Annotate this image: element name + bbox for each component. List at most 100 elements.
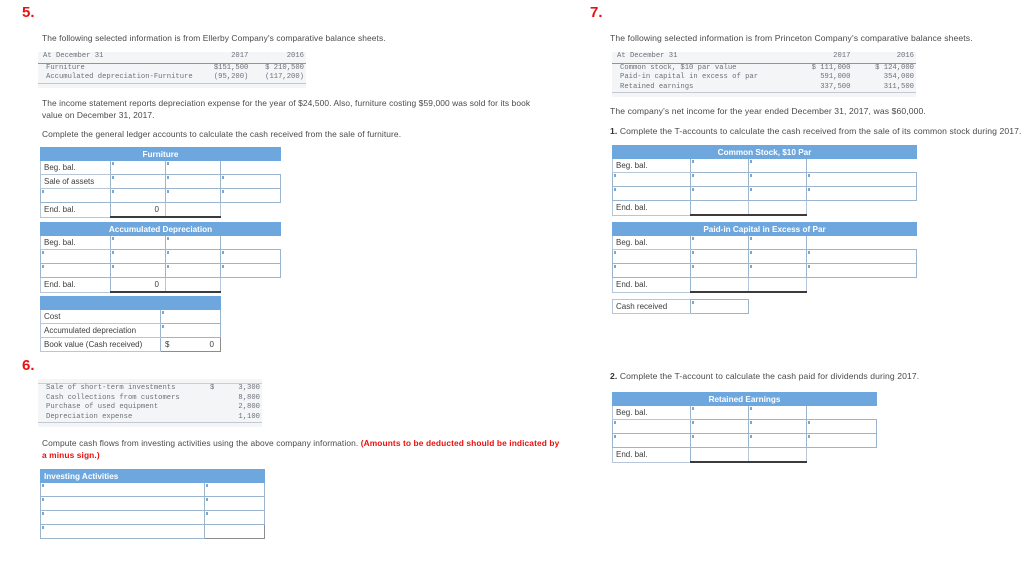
summary-row[interactable]: Cost (40, 309, 281, 324)
debit-input[interactable] (110, 160, 166, 175)
ledger-row[interactable] (40, 249, 282, 264)
row-label-input[interactable] (40, 249, 111, 264)
ledger-row[interactable]: Beg. bal. (612, 235, 917, 250)
ledger-paid-in-capital[interactable]: Paid-in Capital in Excess of Par Beg. ba… (611, 222, 918, 314)
row-label-input[interactable] (40, 188, 111, 203)
end-balance-label: End. bal. (40, 202, 111, 218)
activity-label-input[interactable] (40, 496, 205, 511)
credit-input[interactable] (748, 433, 807, 448)
note-input[interactable] (220, 188, 281, 203)
investing-activities-schedule[interactable]: Investing Activities (39, 469, 266, 539)
credit-input[interactable] (748, 405, 807, 420)
credit-input[interactable] (748, 249, 807, 264)
row-label-input[interactable] (612, 433, 691, 448)
activity-label-input[interactable] (40, 482, 205, 497)
row-label-input[interactable] (612, 263, 691, 278)
ledger-row[interactable]: Beg. bal. (40, 235, 281, 250)
note-input[interactable] (220, 174, 281, 189)
credit-input[interactable] (748, 263, 807, 278)
excerpt-row-value: 1,100 (216, 412, 262, 423)
total-label-input[interactable] (40, 524, 205, 539)
excerpt-top-rule (38, 379, 262, 384)
debit-input[interactable] (690, 419, 749, 434)
ledger-furniture[interactable]: Furniture Beg. bal. Sale of assets (40, 147, 281, 224)
ledger-row[interactable] (612, 172, 918, 187)
ledger-row[interactable] (612, 433, 878, 448)
summary-title-amount (160, 296, 221, 310)
credit-input[interactable] (165, 160, 221, 175)
credit-input[interactable] (748, 235, 807, 250)
schedule-row[interactable] (40, 496, 266, 511)
cash-received-input[interactable] (690, 299, 749, 314)
ledger-common-stock[interactable]: Common Stock, $10 Par Beg. bal. (611, 145, 918, 222)
ledger-row[interactable]: Beg. bal. (40, 160, 281, 175)
ledger-accumulated-depreciation[interactable]: Accumulated Depreciation Beg. bal. (39, 222, 282, 299)
question-number-6: 6. (22, 357, 35, 374)
ledger-row[interactable] (612, 186, 918, 201)
q6-instruction-note: (Amounts to be deducted should be indica… (42, 438, 560, 460)
note-input[interactable] (805, 419, 878, 434)
row-label-input[interactable] (612, 172, 691, 187)
debit-input[interactable] (690, 263, 749, 278)
debit-input[interactable] (690, 405, 749, 420)
note-input[interactable] (805, 249, 918, 264)
debit-input[interactable] (110, 249, 166, 264)
excerpt-row-2017: 337,500 (785, 82, 853, 93)
row-label-input[interactable] (612, 186, 691, 201)
note-input[interactable] (219, 263, 282, 278)
ledger-row[interactable]: Beg. bal. (612, 158, 917, 173)
debit-input[interactable] (690, 172, 749, 187)
note-input[interactable] (805, 263, 918, 278)
debit-input[interactable] (690, 249, 749, 264)
ledger-row[interactable]: Sale of assets (40, 174, 281, 189)
debit-input[interactable] (110, 188, 166, 203)
debit-input[interactable] (110, 235, 166, 250)
ledger-row[interactable] (612, 263, 918, 278)
schedule-row[interactable] (40, 510, 266, 525)
credit-input[interactable] (748, 186, 807, 201)
credit-input[interactable] (748, 419, 807, 434)
row-label-input[interactable] (612, 419, 691, 434)
ledger-row[interactable] (40, 263, 282, 278)
amount-input[interactable] (160, 309, 221, 324)
activity-amount-input[interactable] (203, 482, 266, 497)
schedule-row[interactable] (40, 482, 266, 497)
credit-input[interactable] (748, 172, 807, 187)
ledger-row[interactable] (612, 419, 878, 434)
activity-label-input[interactable] (40, 510, 205, 525)
debit-input[interactable] (690, 158, 749, 173)
ledger-row[interactable] (40, 188, 281, 203)
amount-input[interactable] (160, 323, 221, 338)
ledger-gap (612, 292, 917, 300)
debit-input[interactable] (110, 174, 166, 189)
note-input[interactable] (805, 186, 918, 201)
note-input[interactable] (805, 172, 918, 187)
row-spacer (806, 235, 917, 250)
debit-input[interactable] (110, 263, 166, 278)
note-input[interactable] (219, 249, 282, 264)
book-value-summary[interactable]: Cost Accumulated depreciation Book value… (40, 296, 281, 352)
summary-row[interactable]: Accumulated depreciation (40, 323, 281, 338)
note-input[interactable] (805, 433, 878, 448)
credit-input[interactable] (165, 235, 221, 250)
debit-input[interactable] (690, 235, 749, 250)
debit-input[interactable] (690, 433, 749, 448)
ledger-row[interactable] (612, 249, 918, 264)
row-label-input[interactable] (40, 263, 111, 278)
credit-input[interactable] (165, 249, 221, 264)
activity-amount-input[interactable] (203, 510, 266, 525)
credit-input[interactable] (165, 188, 221, 203)
activity-amount-input[interactable] (203, 496, 266, 511)
credit-input[interactable] (165, 263, 221, 278)
ledger-retained-earnings[interactable]: Retained Earnings Beg. bal. E (611, 392, 878, 463)
credit-input[interactable] (165, 174, 221, 189)
excerpt-row-2017: $151,500 (213, 63, 249, 72)
q5-body-text-1: The income statement reports depreciatio… (42, 98, 531, 120)
row-label-input[interactable] (612, 249, 691, 264)
cash-received-row[interactable]: Cash received (612, 299, 917, 314)
schedule-total-row[interactable] (40, 524, 266, 539)
debit-input[interactable] (690, 186, 749, 201)
ledger-row[interactable]: Beg. bal. (612, 405, 877, 420)
credit-input[interactable] (748, 158, 807, 173)
excerpt-currency (194, 403, 217, 413)
